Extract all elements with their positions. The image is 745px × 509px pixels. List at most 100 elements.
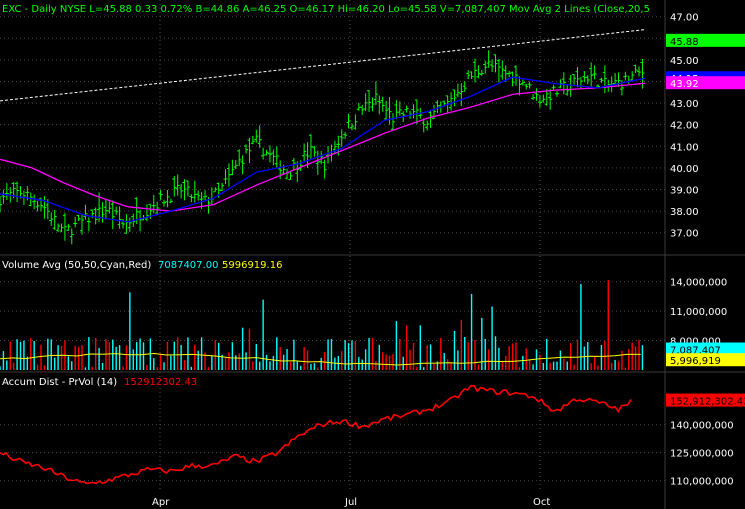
ohlc-bar bbox=[69, 228, 74, 245]
volume-header-value2: 5996919.16 bbox=[222, 260, 282, 271]
ohlc-bar bbox=[551, 84, 556, 90]
ohlc-bar bbox=[175, 174, 180, 196]
ohlc-bar bbox=[158, 189, 163, 200]
ohlc-bar bbox=[377, 95, 382, 115]
ohlc-bar bbox=[397, 101, 402, 116]
ohlc-bar bbox=[254, 129, 259, 143]
ohlc-bar bbox=[185, 180, 190, 197]
ohlc-bar bbox=[565, 84, 570, 96]
ohlc-bar bbox=[367, 89, 372, 113]
ohlc-bar bbox=[179, 183, 184, 199]
ohlc-bar bbox=[107, 201, 112, 214]
ohlc-bar bbox=[288, 171, 293, 180]
price-tick-label: 37.00 bbox=[670, 229, 699, 240]
ohlc-bar bbox=[237, 149, 242, 167]
volume-panel bbox=[0, 280, 644, 370]
ohlc-bar bbox=[589, 62, 594, 87]
ohlc-bar bbox=[421, 118, 426, 133]
ohlc-bar bbox=[196, 190, 201, 201]
price-tick-label: 38.00 bbox=[670, 207, 699, 218]
ohlc-bar bbox=[49, 212, 54, 226]
ohlc-bar bbox=[479, 69, 484, 76]
ohlc-bar bbox=[520, 79, 525, 86]
ohlc-bar bbox=[585, 75, 590, 85]
ohlc-bar bbox=[548, 88, 553, 110]
svg-text:45.88: 45.88 bbox=[670, 37, 699, 48]
svg-text:5,996,919: 5,996,919 bbox=[670, 356, 721, 367]
ohlc-bar bbox=[213, 187, 218, 193]
ohlc-bar bbox=[339, 129, 344, 147]
ohlc-bar bbox=[182, 179, 187, 201]
accum-tick-label: 125,000,000 bbox=[670, 449, 734, 460]
ohlc-bar bbox=[575, 67, 580, 88]
ohlc-bar bbox=[360, 104, 365, 115]
price-tick-label: 43.00 bbox=[670, 99, 699, 110]
ma-fast-line bbox=[0, 76, 646, 223]
ohlc-bar bbox=[469, 71, 474, 79]
ohlc-bar bbox=[462, 81, 467, 93]
ohlc-bar bbox=[486, 50, 491, 68]
ohlc-bar bbox=[524, 83, 529, 90]
ohlc-bar bbox=[630, 71, 635, 81]
ohlc-bar bbox=[455, 83, 460, 98]
ohlc-bar bbox=[230, 159, 235, 176]
ohlc-bar bbox=[384, 100, 389, 120]
ohlc-bar bbox=[110, 200, 115, 230]
ohlc-bar bbox=[144, 204, 149, 222]
ohlc-bar bbox=[271, 149, 276, 166]
ohlc-bar bbox=[250, 135, 255, 145]
ohlc-bar bbox=[76, 214, 81, 221]
accum-tick-label: 140,000,000 bbox=[670, 421, 734, 432]
ohlc-bar bbox=[15, 181, 20, 202]
volume-tick-label: 11,000,000 bbox=[670, 307, 727, 318]
ohlc-bar bbox=[162, 199, 167, 207]
price-tick-label: 45.00 bbox=[670, 56, 699, 67]
volume-header-title: Volume Avg (50,50,Cyan,Red) bbox=[2, 260, 151, 271]
ohlc-bar bbox=[172, 175, 177, 197]
ohlc-bar bbox=[449, 92, 454, 111]
ohlc-bar bbox=[602, 65, 607, 94]
ohlc-bar bbox=[267, 145, 272, 163]
ohlc-bar bbox=[127, 217, 132, 232]
ohlc-bar bbox=[295, 161, 300, 183]
ohlc-bar bbox=[117, 206, 122, 229]
price-tick-label: 47.00 bbox=[670, 13, 699, 24]
ohlc-bar bbox=[305, 142, 310, 168]
ohlc-bar bbox=[633, 64, 638, 73]
ohlc-bar bbox=[349, 123, 354, 131]
x-label-jul: Jul bbox=[344, 497, 357, 508]
trend-line bbox=[0, 29, 646, 102]
ohlc-bar bbox=[346, 113, 351, 129]
ohlc-bar bbox=[165, 189, 170, 208]
svg-text:43.92: 43.92 bbox=[670, 79, 699, 90]
ohlc-bar bbox=[59, 223, 64, 233]
accum-header-title: Accum Dist - PrVol (14) bbox=[2, 377, 117, 388]
ohlc-bar bbox=[42, 196, 47, 219]
ohlc-bar bbox=[561, 72, 566, 95]
ohlc-bar bbox=[380, 96, 385, 112]
ohlc-bar bbox=[537, 94, 542, 108]
ma-slow-line bbox=[0, 82, 646, 212]
volume-badge: 5,996,919 bbox=[666, 353, 745, 367]
ohlc-bar bbox=[599, 77, 604, 83]
volume-tick-label: 8,000,000 bbox=[670, 337, 721, 348]
ohlc-bar bbox=[233, 160, 238, 170]
ohlc-bar bbox=[244, 144, 249, 154]
svg-text:7,087,407: 7,087,407 bbox=[670, 346, 721, 357]
ohlc-bar bbox=[83, 204, 88, 220]
ohlc-bar bbox=[343, 132, 348, 140]
ohlc-bar bbox=[510, 71, 515, 87]
ohlc-bar bbox=[80, 214, 85, 235]
price-tick-label: 39.00 bbox=[670, 186, 699, 197]
ohlc-bar bbox=[527, 81, 532, 89]
ohlc-bar bbox=[86, 217, 91, 232]
price-tick-label: 41.00 bbox=[670, 142, 699, 153]
ohlc-bar bbox=[370, 97, 375, 112]
ohlc-bar bbox=[534, 88, 539, 101]
ohlc-bar bbox=[1, 189, 6, 204]
ohlc-bar bbox=[0, 196, 2, 213]
ohlc-bar bbox=[312, 145, 317, 157]
price-tick-label: 40.00 bbox=[670, 164, 699, 175]
ohlc-bar bbox=[56, 223, 61, 233]
